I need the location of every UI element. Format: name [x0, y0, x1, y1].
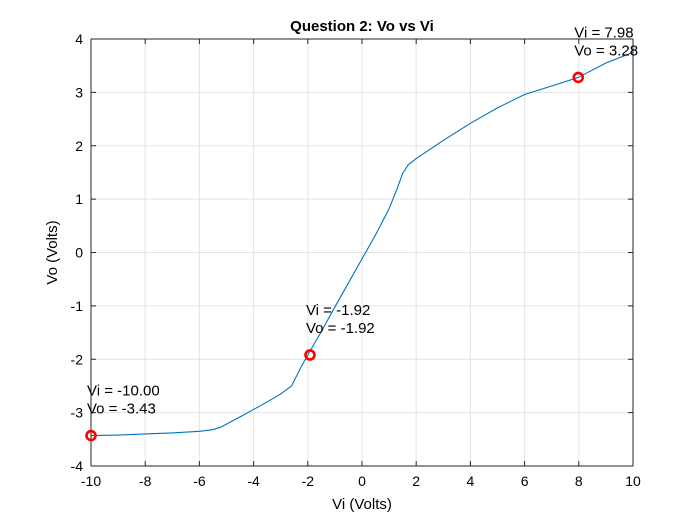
data-marker	[304, 349, 316, 361]
data-markers	[85, 71, 585, 442]
x-axis-label: Vi (Volts)	[332, 496, 392, 513]
x-tick-label: 2	[412, 473, 420, 489]
marker-label-vo: Vo = -1.92	[306, 320, 375, 337]
x-tick-label: -10	[81, 473, 101, 489]
x-tick-label: 8	[575, 473, 583, 489]
x-tick-label: 6	[521, 473, 529, 489]
marker-label-vo: Vo = 3.28	[574, 42, 638, 59]
x-tick-label: 4	[467, 473, 475, 489]
y-tick-label: 3	[75, 84, 83, 100]
x-tick-label: -6	[193, 473, 206, 489]
y-tick-label: -1	[71, 298, 84, 314]
marker-label-vi: Vi = -1.92	[306, 302, 370, 319]
marker-label-vi: Vi = -10.00	[87, 383, 160, 400]
y-axis-label: Vo (Volts)	[44, 220, 61, 284]
x-tick-label: 10	[625, 473, 641, 489]
x-tick-label: -2	[302, 473, 315, 489]
x-tick-label: -4	[247, 473, 260, 489]
marker-label-vi: Vi = 7.98	[574, 24, 633, 41]
marker-label-vo: Vo = -3.43	[87, 401, 156, 418]
data-marker	[572, 71, 585, 84]
y-tick-label: -3	[71, 405, 84, 421]
y-tick-label: -2	[71, 351, 84, 367]
x-tick-label: -8	[139, 473, 152, 489]
series-line	[90, 51, 634, 437]
y-tick-label: 1	[75, 191, 83, 207]
y-tick-label: 4	[75, 31, 83, 47]
data-marker	[85, 429, 97, 442]
y-tick-label: -4	[71, 458, 84, 474]
chart-title: Question 2: Vo vs Vi	[290, 18, 434, 35]
x-tick-label: 0	[358, 473, 366, 489]
series-curve	[90, 51, 634, 437]
y-tick-label: 2	[75, 138, 83, 154]
y-tick-label: 0	[75, 245, 83, 261]
